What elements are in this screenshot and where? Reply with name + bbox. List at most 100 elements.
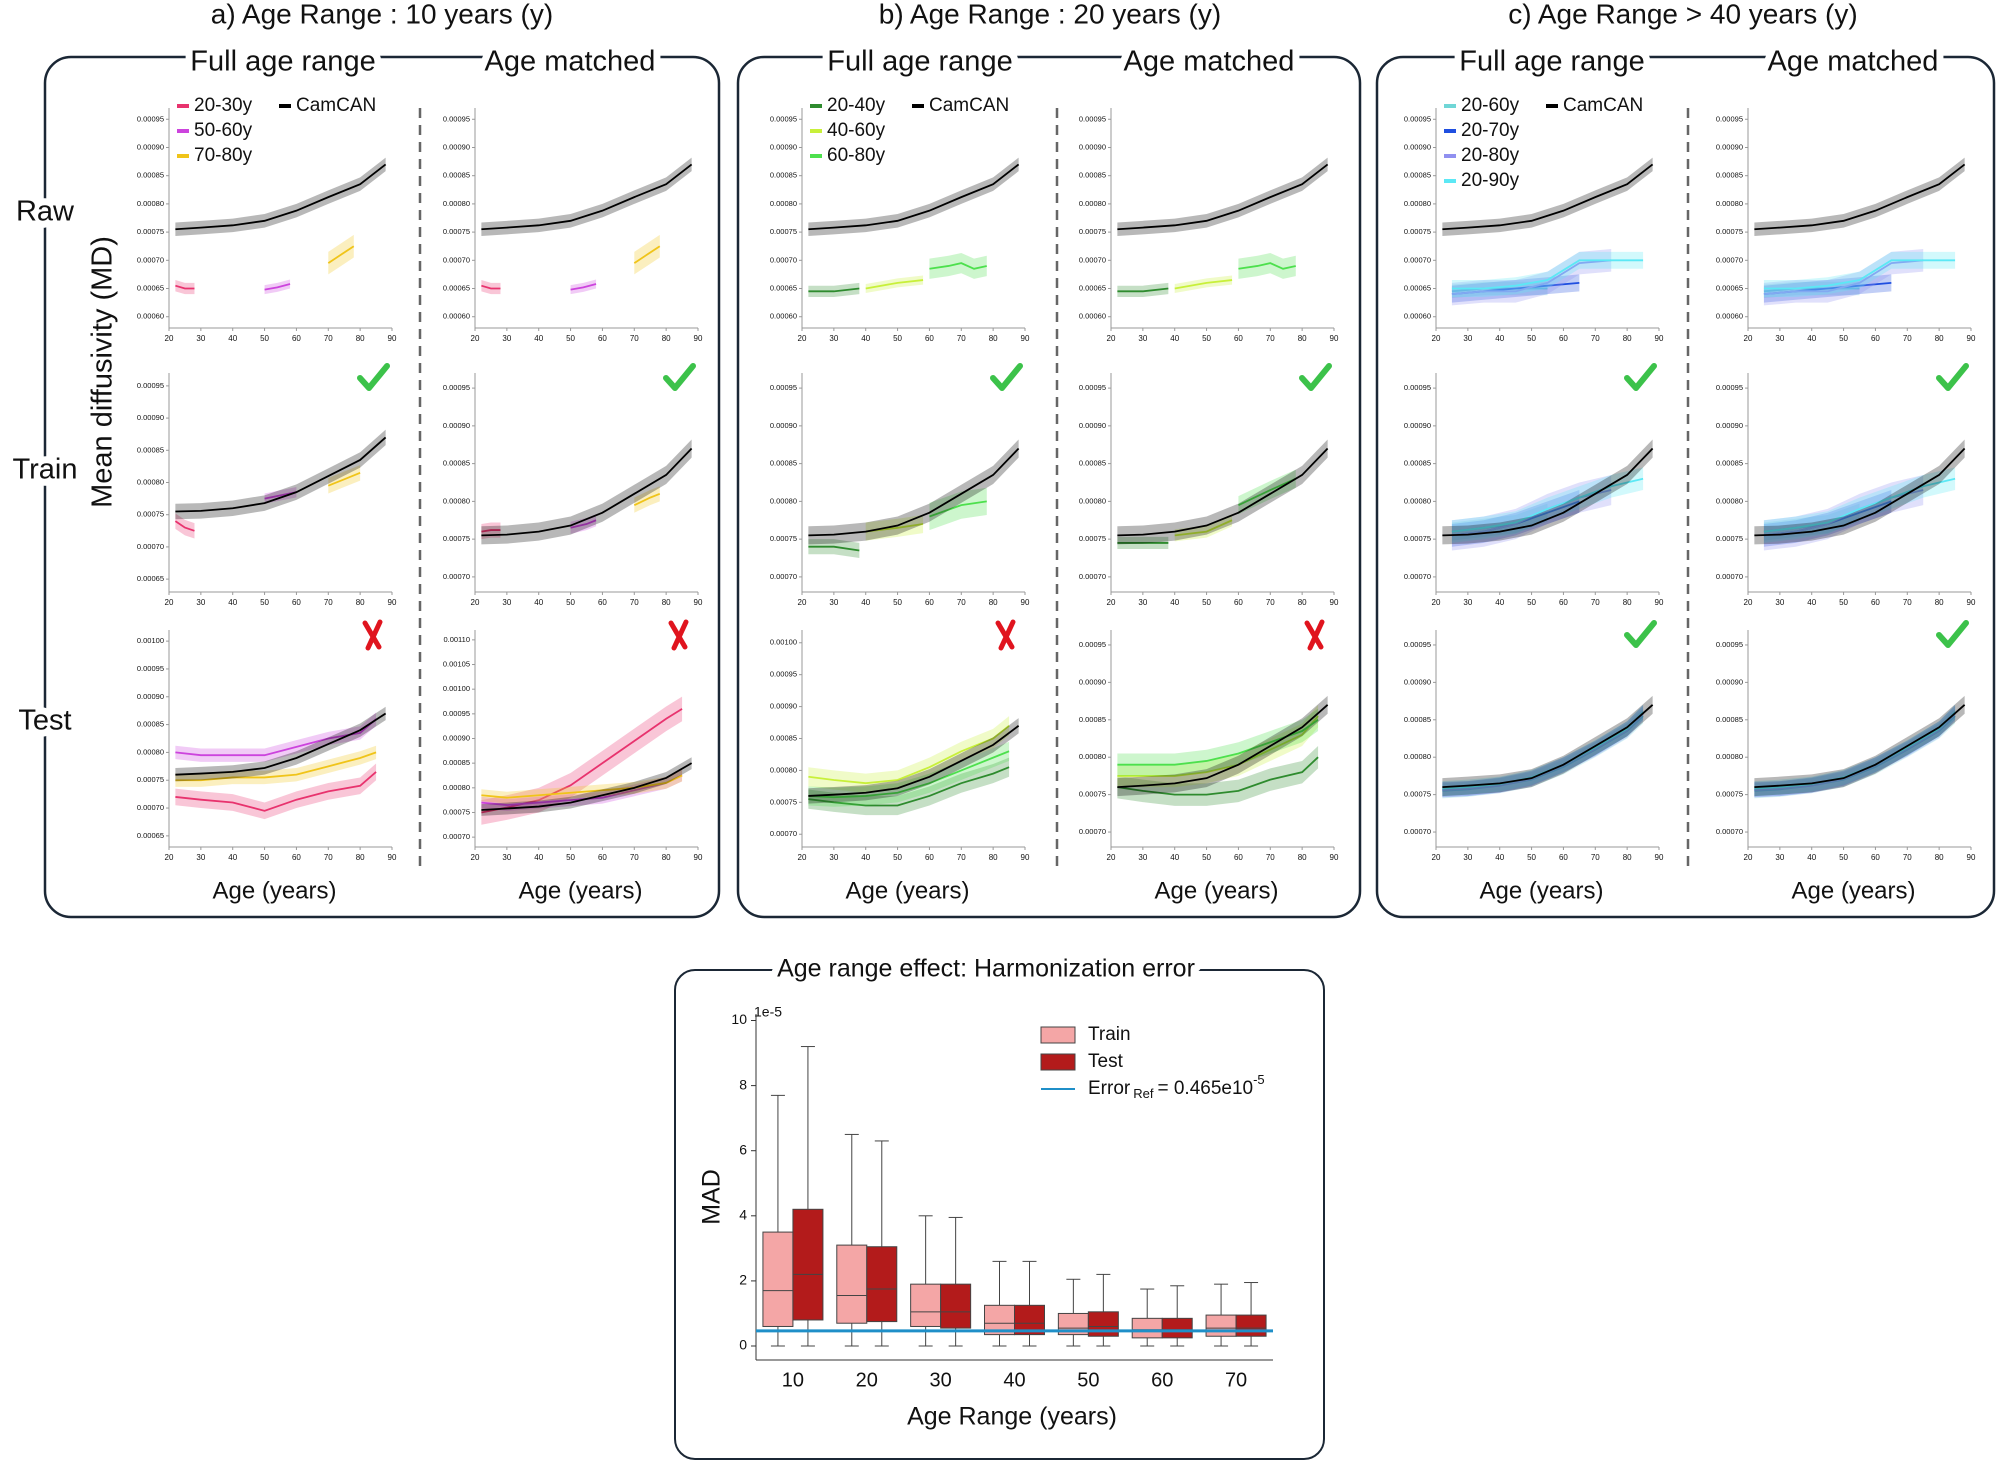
series-line	[175, 284, 195, 290]
y-tick-label: 0.00085	[137, 171, 164, 180]
x-tick-label: 70	[1225, 1369, 1247, 1391]
confidence-band	[175, 280, 195, 295]
series-line	[1117, 756, 1319, 796]
x-tick-label: 20	[1432, 334, 1441, 343]
y-tick-label: 0.00095	[137, 664, 164, 673]
box	[1131, 1317, 1163, 1339]
y-tick-label: 0.00080	[1079, 496, 1106, 505]
x-tick-label: 40	[1807, 853, 1816, 862]
y-tick-label: 0.00095	[443, 383, 470, 392]
x-tick-label: 20	[1432, 853, 1441, 862]
y-tick-label: 0.00095	[1716, 383, 1743, 392]
small-chart: 0.00070 0.00075 0.00080 0.00085 0.00090 0.000…	[1079, 363, 1339, 607]
y-tick-label: 0.00070	[770, 572, 797, 581]
check-icon	[663, 363, 696, 391]
x-tick-label: 80	[356, 853, 365, 862]
confidence-band	[1238, 252, 1296, 279]
small-chart: 0.00060 0.00065 0.00070 0.00075 0.00080 0.000…	[770, 95, 1030, 343]
legend-label: CamCAN	[296, 95, 376, 116]
x-tick-label: 40	[1170, 853, 1179, 862]
cross-icon	[668, 619, 689, 651]
x-tick-label: 30	[502, 334, 511, 343]
y-tick-label: 0.00080	[1716, 199, 1743, 208]
y-tick-label: 0.00065	[137, 831, 164, 840]
y-tick-label: 0.00080	[1404, 752, 1431, 761]
y-tick-label: 0.00095	[137, 114, 164, 123]
x-axis-label: Age (years)	[1791, 877, 1915, 904]
cross-icon	[1304, 619, 1325, 651]
x-tick-label: 40	[534, 598, 543, 607]
legend-label: 20-80y	[1461, 145, 1520, 166]
y-tick-label: 0.00090	[1404, 677, 1431, 686]
x-tick-label: 50	[1202, 598, 1211, 607]
y-tick-label: 0.00105	[443, 660, 470, 669]
series-line	[1763, 259, 1924, 296]
y-tick-label: 0.00075	[1716, 227, 1743, 236]
y-tick-label: 0.00070	[1404, 827, 1431, 836]
series-line	[1117, 447, 1329, 537]
series-line	[1754, 447, 1966, 537]
y-tick-label: 0.00110	[443, 635, 470, 644]
x-tick-label: 20	[1744, 598, 1753, 607]
y-tick-label: 0.00060	[770, 312, 797, 321]
series-line	[1754, 704, 1966, 789]
check-icon	[1624, 620, 1657, 648]
small-chart: 0.00070 0.00075 0.00080 0.00085 0.00090 0.000…	[1079, 619, 1339, 862]
series-line	[929, 262, 987, 270]
legend-swatch	[1040, 1026, 1076, 1044]
y-tick-label: 0.00095	[1716, 640, 1743, 649]
y-tick-label: 0.00070	[137, 803, 164, 812]
x-tick-label: 60	[292, 853, 301, 862]
series-line	[175, 163, 387, 231]
y-tick-label: 0.00085	[137, 445, 164, 454]
small-chart: 0.00070 0.00075 0.00080 0.00085 0.00090 0.000…	[1404, 363, 1664, 607]
y-tick-label: 0.00080	[443, 199, 470, 208]
panel-title: b) Age Range : 20 years (y)	[879, 0, 1221, 29]
legend-subscript: Ref	[1133, 1086, 1154, 1101]
panel-title: a) Age Range : 10 years (y)	[211, 0, 553, 29]
small-chart: 0.00070 0.00075 0.00080 0.00085 0.00090 0.000…	[1404, 620, 1664, 862]
column-title: Age matched	[1124, 46, 1295, 78]
y-tick-label: 0.00095	[1404, 114, 1431, 123]
x-tick-label: 60	[1871, 334, 1880, 343]
x-tick-label: 40	[1003, 1369, 1025, 1391]
y-axis-label: MAD	[698, 1169, 726, 1225]
x-tick-label: 40	[861, 598, 870, 607]
series-line	[481, 447, 693, 537]
x-tick-label: 30	[1463, 598, 1472, 607]
series-line	[1754, 163, 1966, 231]
x-tick-label: 20	[165, 334, 174, 343]
y-tick-label: 0.00060	[1716, 312, 1743, 321]
x-tick-label: 60	[598, 334, 607, 343]
x-tick-label: 70	[1591, 853, 1600, 862]
x-tick-label: 50	[1527, 334, 1536, 343]
x-tick-label: 60	[925, 853, 934, 862]
legend-label: 20-40y	[827, 95, 886, 116]
x-tick-label: 80	[1298, 334, 1307, 343]
x-tick-label: 80	[1935, 334, 1944, 343]
y-tick-label: 0.00090	[137, 142, 164, 151]
series-line	[481, 163, 693, 231]
cross-icon	[995, 619, 1016, 651]
y-tick-label: 0.00085	[1404, 171, 1431, 180]
confidence-band	[481, 280, 501, 295]
legend-swatch	[1040, 1053, 1076, 1071]
x-tick-label: 30	[829, 334, 838, 343]
small-chart: 0.00060 0.00065 0.00070 0.00075 0.00080 0.000…	[1716, 108, 1976, 343]
y-tick-label: 0.00080	[1716, 496, 1743, 505]
legend-label-part: = 0.465e10	[1157, 1078, 1253, 1099]
x-tick-label: 70	[630, 334, 639, 343]
y-tick-label: 0.00075	[137, 510, 164, 519]
y-tick-label: 2	[739, 1272, 747, 1288]
y-tick-label: 0.00075	[1716, 790, 1743, 799]
x-tick-label: 60	[1871, 853, 1880, 862]
y-tick-label: 0.00095	[137, 381, 164, 390]
y-tick-label: 0.00100	[770, 638, 797, 647]
y-tick-label: 0.00085	[137, 720, 164, 729]
confidence-band	[1451, 251, 1644, 297]
x-tick-label: 30	[196, 334, 205, 343]
x-tick-label: 50	[566, 334, 575, 343]
y-tick-label: 0.00075	[1404, 227, 1431, 236]
series-line	[1451, 287, 1548, 293]
x-tick-label: 40	[228, 853, 237, 862]
